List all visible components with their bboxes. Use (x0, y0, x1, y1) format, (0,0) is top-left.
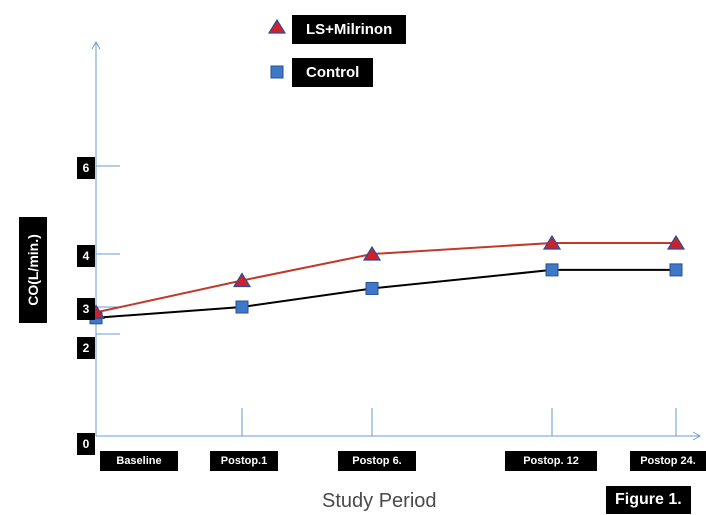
x-tick-baseline: Baseline (100, 451, 178, 471)
point-control-1 (235, 300, 249, 314)
series-line-ls-milrinon (95, 242, 676, 314)
axes (91, 40, 702, 441)
point-ls-milrinon-4 (666, 234, 686, 250)
legend-label-ls-milrinon: LS+Milrinon (292, 15, 407, 44)
y-tick-3: 3 (77, 298, 95, 320)
y-axis-label: CO(L/min.) (19, 217, 47, 323)
x-tick-postop-24: Postop 24. (630, 451, 706, 471)
legend-markers (267, 18, 287, 79)
x-axis-label: Study Period (322, 490, 437, 512)
x-tick-postop-1: Postop.1 (210, 451, 278, 471)
y-tick-4: 4 (77, 245, 95, 267)
legend-label-control: Control (292, 58, 374, 87)
y-tick-6: 6 (77, 157, 95, 179)
legend-marker-control (270, 65, 284, 79)
legend-marker-ls-milrinon (267, 18, 287, 34)
y-axis-arrow (91, 40, 101, 50)
series-layer (86, 234, 686, 325)
y-tick-0: 0 (77, 433, 95, 455)
x-tick-postop-6: Postop 6. (338, 451, 416, 471)
point-control-4 (669, 263, 683, 277)
x-axis-arrow (692, 431, 702, 441)
figure-label: Figure 1. (606, 486, 691, 514)
point-control-2 (365, 281, 379, 295)
point-ls-milrinon-2 (362, 245, 382, 261)
y-tick-2: 2 (77, 337, 95, 359)
point-ls-milrinon-3 (542, 234, 562, 250)
point-control-3 (545, 263, 559, 277)
x-tick-postop-12: Postop. 12 (505, 451, 597, 471)
point-ls-milrinon-1 (232, 272, 252, 288)
